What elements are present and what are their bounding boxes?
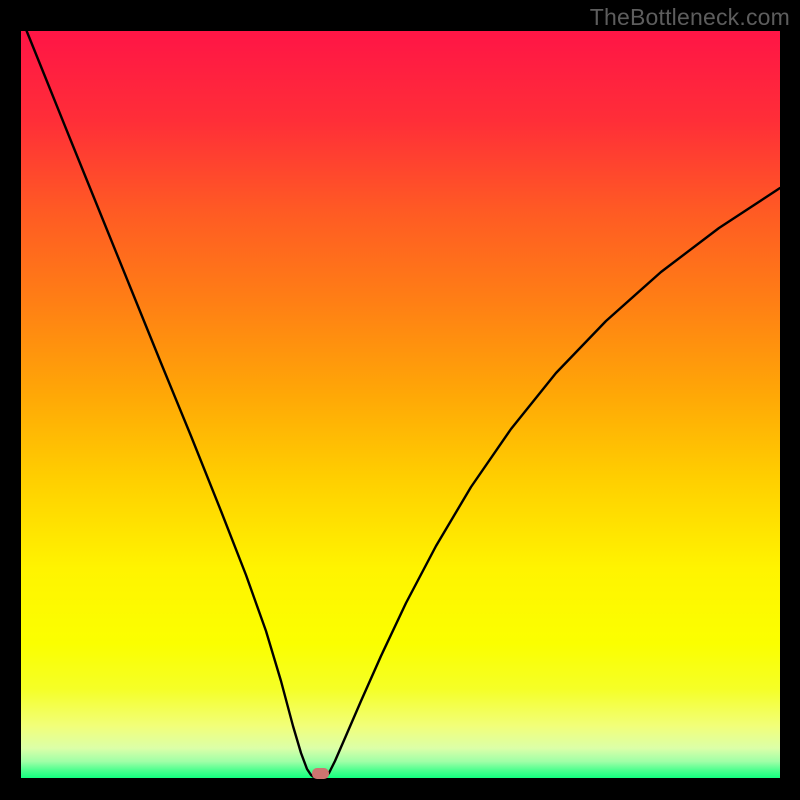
bottleneck-chart	[21, 31, 780, 778]
gradient-background	[21, 31, 780, 778]
chart-frame: TheBottleneck.com	[0, 0, 800, 800]
optimum-marker	[312, 768, 329, 779]
watermark-text: TheBottleneck.com	[590, 4, 790, 31]
